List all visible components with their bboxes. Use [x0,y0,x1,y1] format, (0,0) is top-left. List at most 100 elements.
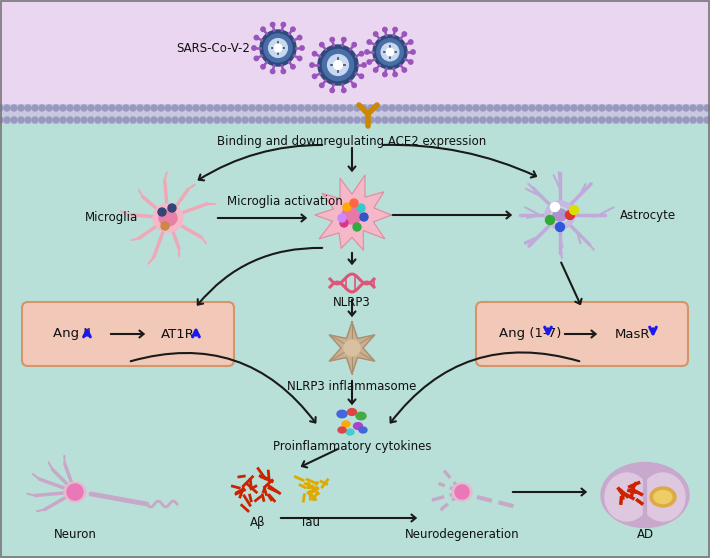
Circle shape [410,105,416,111]
Circle shape [515,105,521,111]
Circle shape [221,105,227,111]
Circle shape [360,213,368,221]
Circle shape [214,117,220,123]
Circle shape [353,223,361,231]
Circle shape [158,117,164,123]
Circle shape [367,40,371,44]
Circle shape [74,117,80,123]
Bar [0,104,710,124]
Circle shape [697,117,703,123]
Circle shape [508,117,514,123]
Circle shape [557,117,563,123]
Circle shape [263,105,269,111]
Circle shape [662,117,668,123]
Circle shape [571,105,577,111]
Circle shape [599,117,605,123]
Circle shape [473,117,479,123]
Circle shape [165,105,171,111]
Circle shape [347,105,353,111]
Circle shape [271,22,275,27]
Circle shape [352,42,356,47]
Circle shape [350,199,358,207]
Circle shape [343,203,351,211]
Circle shape [452,117,458,123]
Circle shape [459,105,465,111]
Circle shape [271,69,275,74]
Circle shape [373,68,378,72]
Circle shape [252,46,256,50]
Circle shape [88,105,94,111]
Circle shape [102,105,108,111]
Circle shape [578,105,584,111]
Circle shape [207,105,213,111]
Circle shape [494,117,500,123]
Circle shape [291,27,295,31]
Circle shape [375,105,381,111]
Circle shape [137,105,143,111]
Circle shape [368,117,374,123]
Ellipse shape [356,412,366,420]
Ellipse shape [346,429,354,435]
Text: Binding and downregulating ACE2 expression: Binding and downregulating ACE2 expressi… [217,135,486,148]
Circle shape [690,117,696,123]
Circle shape [228,117,234,123]
Circle shape [260,30,296,66]
Circle shape [620,117,626,123]
Circle shape [186,105,192,111]
Ellipse shape [601,463,689,527]
Circle shape [193,117,199,123]
Circle shape [264,34,292,62]
Circle shape [0,105,3,111]
Circle shape [550,203,559,211]
Circle shape [340,219,348,227]
Circle shape [137,117,143,123]
Circle shape [620,105,626,111]
Circle shape [480,105,486,111]
Circle shape [571,117,577,123]
Circle shape [697,105,703,111]
Circle shape [634,105,640,111]
Ellipse shape [338,427,346,433]
Text: AD: AD [636,528,654,541]
Circle shape [326,117,332,123]
Circle shape [67,117,73,123]
Circle shape [344,340,360,356]
Circle shape [522,117,528,123]
Circle shape [459,117,465,123]
Circle shape [334,61,342,69]
Circle shape [109,117,115,123]
Circle shape [655,117,661,123]
Circle shape [655,105,661,111]
Circle shape [522,105,528,111]
Circle shape [123,105,129,111]
Circle shape [4,117,10,123]
Circle shape [151,117,157,123]
Circle shape [144,105,150,111]
Circle shape [25,105,31,111]
Circle shape [312,117,318,123]
Circle shape [402,32,407,36]
Circle shape [172,105,178,111]
Ellipse shape [452,483,472,501]
Text: Astrocyte: Astrocyte [620,209,676,222]
Circle shape [11,105,17,111]
Circle shape [158,105,164,111]
Circle shape [81,117,87,123]
Ellipse shape [545,201,575,229]
Circle shape [123,117,129,123]
Circle shape [352,83,356,88]
Circle shape [116,105,122,111]
Circle shape [473,105,479,111]
Circle shape [0,117,3,123]
Circle shape [606,117,612,123]
Circle shape [165,117,171,123]
Circle shape [676,105,682,111]
Circle shape [284,105,290,111]
Text: MasR: MasR [616,328,651,340]
Ellipse shape [605,473,649,521]
Circle shape [564,117,570,123]
Circle shape [704,105,710,111]
Circle shape [319,105,325,111]
Ellipse shape [342,206,362,224]
Circle shape [452,105,458,111]
